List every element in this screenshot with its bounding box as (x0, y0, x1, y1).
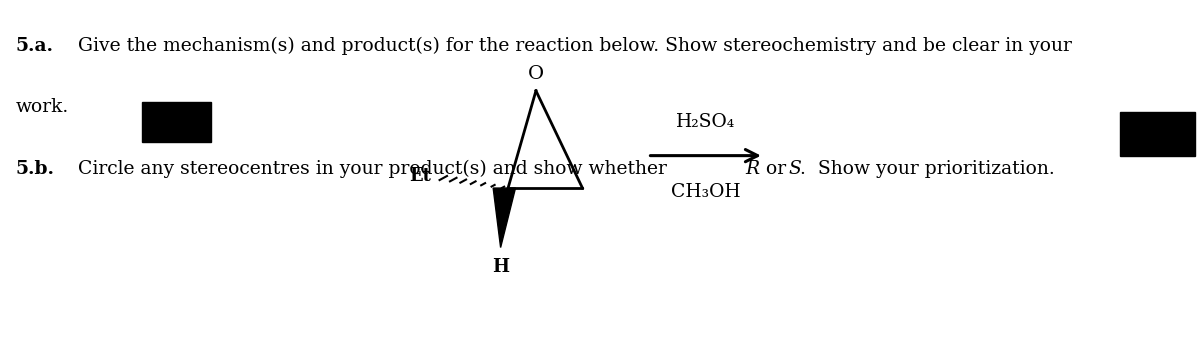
Polygon shape (493, 188, 516, 247)
Text: 5.a.: 5.a. (16, 37, 54, 55)
Text: H: H (492, 258, 509, 276)
Text: R: R (745, 160, 760, 178)
Text: Et: Et (409, 167, 431, 185)
Text: .  Show your prioritization.: . Show your prioritization. (800, 160, 1055, 178)
Text: Circle any stereocentres in your product(s) and show whether: Circle any stereocentres in your product… (66, 160, 673, 178)
Text: Give the mechanism(s) and product(s) for the reaction below. Show stereochemistr: Give the mechanism(s) and product(s) for… (66, 37, 1072, 55)
Text: work.: work. (16, 98, 68, 116)
Text: S: S (788, 160, 802, 178)
Text: or: or (760, 160, 792, 178)
Text: H₂SO₄: H₂SO₄ (676, 113, 736, 131)
Text: O: O (528, 65, 544, 83)
Text: CH₃OH: CH₃OH (671, 183, 740, 201)
Text: 5.b.: 5.b. (16, 160, 55, 178)
